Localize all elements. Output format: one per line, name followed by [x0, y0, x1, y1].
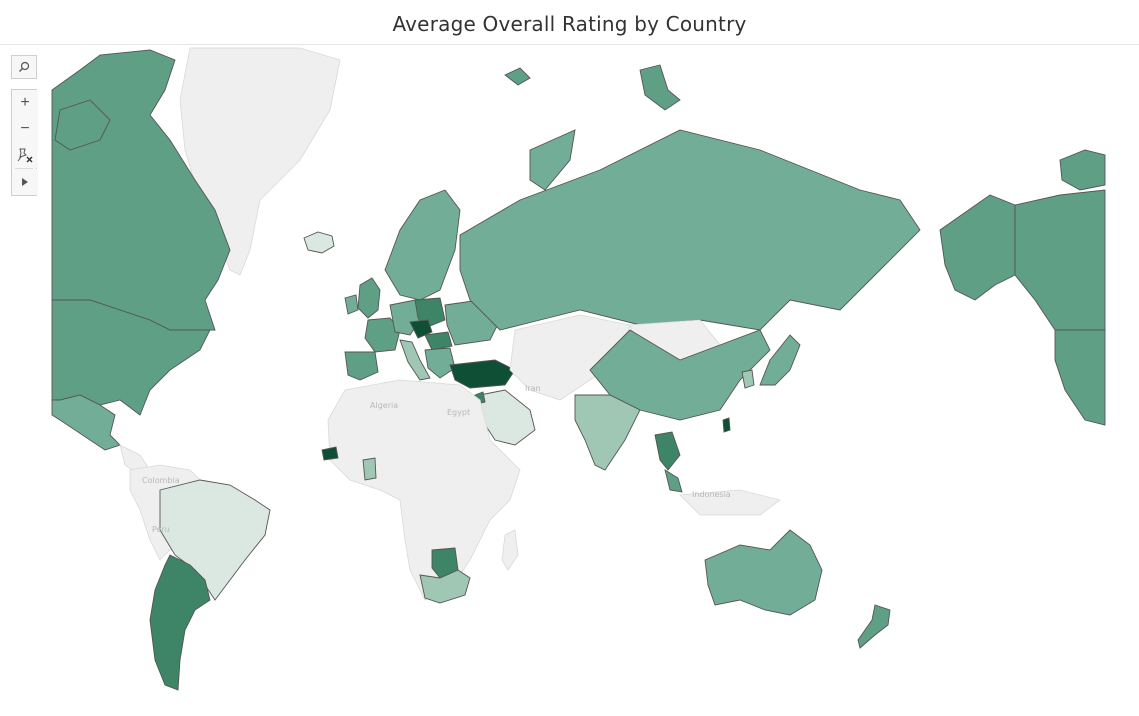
country-iceland[interactable] — [303, 231, 335, 254]
country-czechia[interactable] — [409, 319, 433, 339]
country-mexico[interactable] — [51, 394, 121, 451]
country-balkans[interactable] — [424, 347, 456, 379]
country-korea[interactable] — [741, 369, 755, 389]
country-senegal[interactable] — [321, 446, 339, 461]
map-label-algeria: Algeria — [370, 401, 398, 410]
country-new-zealand[interactable] — [857, 604, 891, 649]
zoom-in-label: + — [20, 94, 30, 111]
map-label-peru: Peru — [152, 525, 170, 534]
country-australia[interactable] — [704, 529, 823, 616]
country-argentina[interactable] — [149, 554, 211, 691]
zoom-out-button[interactable]: − — [12, 116, 38, 142]
country-uk[interactable] — [357, 277, 381, 319]
country-svalbard[interactable] — [504, 67, 531, 86]
reset-pin-button[interactable] — [12, 142, 38, 168]
country-brazil[interactable] — [159, 479, 271, 601]
country-canada-east[interactable] — [1014, 189, 1106, 331]
country-central-asia[interactable] — [509, 314, 631, 401]
title-bar: Average Overall Rating by Country — [0, 0, 1139, 45]
country-taiwan[interactable] — [722, 417, 731, 433]
country-india[interactable] — [574, 394, 641, 471]
country-russia-islands[interactable] — [529, 129, 576, 191]
toolbar-divider — [15, 168, 33, 169]
country-hungary[interactable] — [424, 331, 453, 351]
country-franz-josef[interactable] — [639, 64, 681, 111]
country-madagascar[interactable] — [501, 529, 519, 571]
country-malaysia[interactable] — [664, 469, 683, 493]
country-canada-islands[interactable] — [54, 99, 111, 151]
country-greenland-east-islands[interactable] — [1059, 149, 1106, 191]
search-icon — [19, 61, 30, 72]
country-usa-alaska[interactable] — [939, 194, 1016, 301]
zoom-out-label: − — [20, 120, 30, 137]
play-icon — [22, 178, 28, 186]
country-ghana[interactable] — [362, 457, 377, 481]
country-france[interactable] — [364, 317, 401, 353]
country-greenland[interactable] — [179, 47, 341, 276]
country-scandinavia[interactable] — [384, 189, 461, 301]
country-italy[interactable] — [399, 339, 431, 381]
world-map[interactable]: Algeria Egypt Iran Colombia Peru Indones… — [0, 45, 1139, 716]
zoom-in-button[interactable]: + — [12, 90, 38, 116]
map-label-indonesia: Indonesia — [692, 490, 731, 499]
country-russia[interactable] — [459, 129, 921, 331]
page-title: Average Overall Rating by Country — [392, 12, 747, 36]
country-ireland[interactable] — [344, 294, 359, 315]
pin-reset-icon — [17, 148, 33, 163]
country-japan[interactable] — [759, 334, 801, 386]
map-label-colombia: Colombia — [142, 476, 180, 485]
country-indonesia[interactable] — [679, 489, 781, 516]
country-spain[interactable] — [344, 351, 379, 381]
expand-toolbar-button[interactable] — [12, 169, 38, 195]
map-label-egypt: Egypt — [447, 408, 470, 417]
country-turkey[interactable] — [449, 359, 516, 389]
map-search-button[interactable] — [11, 55, 37, 79]
map-label-iran: Iran — [525, 384, 541, 393]
country-usa-east[interactable] — [1054, 329, 1106, 426]
country-thailand[interactable] — [654, 431, 681, 471]
map-area[interactable]: Algeria Egypt Iran Colombia Peru Indones… — [0, 45, 1139, 716]
map-toolbar: + − — [11, 55, 39, 196]
country-south-africa[interactable] — [419, 569, 471, 604]
map-zoom-controls: + − — [11, 89, 38, 196]
